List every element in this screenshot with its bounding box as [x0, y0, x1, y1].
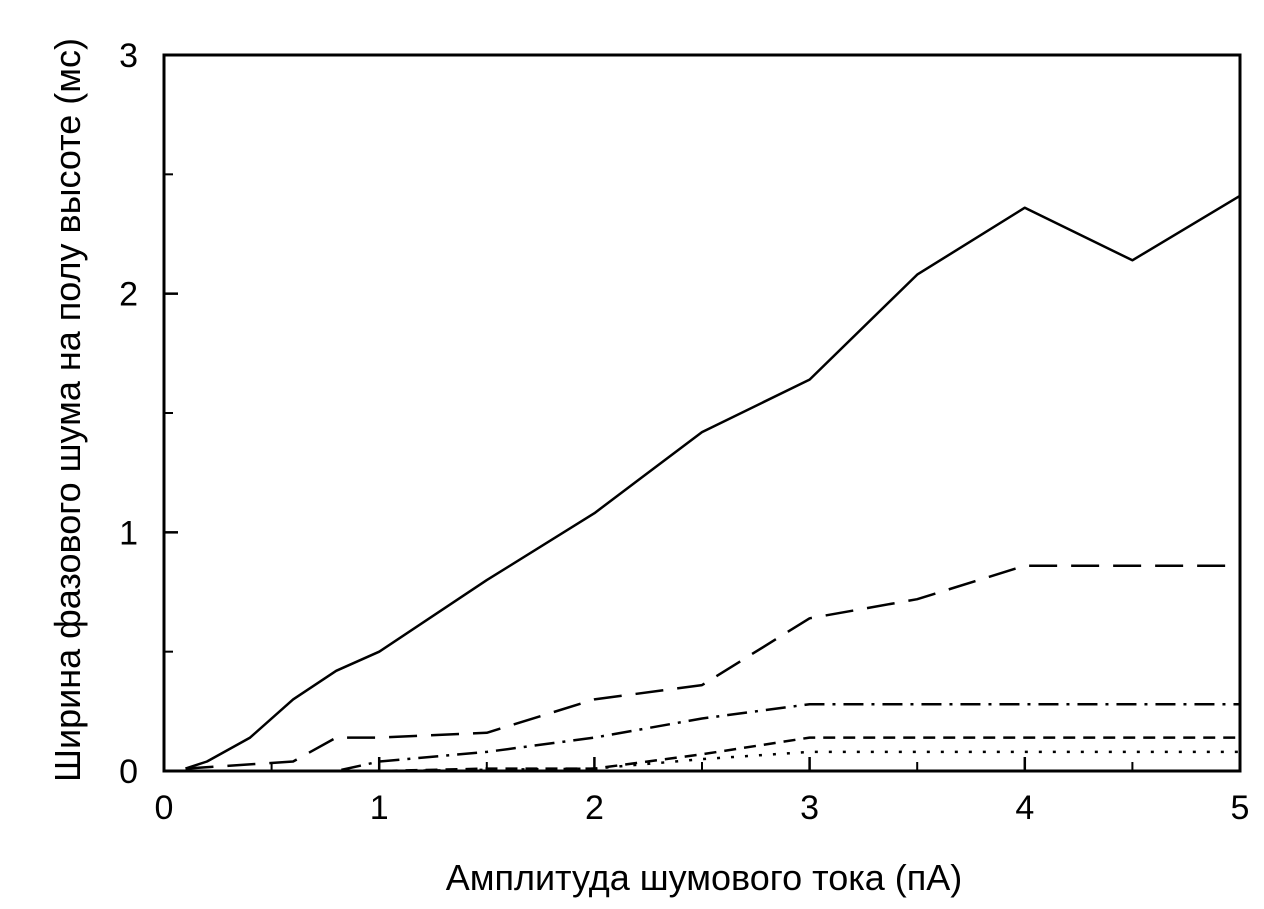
y-tick-label: 2 [119, 276, 138, 314]
tick-labels-layer: 0 1 2 3 4 5 0 1 2 3 [119, 37, 1249, 827]
x-tick-label: 0 [155, 789, 174, 827]
y-tick-label: 1 [119, 514, 138, 552]
x-tick-label: 4 [1015, 789, 1034, 827]
y-tick-label: 0 [119, 753, 138, 791]
plot-area-frame [162, 53, 1242, 773]
series-line-1-solid [185, 194, 1241, 770]
x-tick-label: 5 [1231, 789, 1250, 827]
series-line-2-long-dash [185, 564, 1240, 770]
y-tick-label: 3 [119, 37, 138, 75]
x-axis-title: Амплитуда шумового тока (пА) [446, 857, 963, 898]
x-tick-label: 3 [800, 789, 819, 827]
series-line-3-dash-dot [185, 702, 1240, 773]
x-tick-label: 2 [585, 789, 604, 827]
series-line-5-dotted [185, 750, 1240, 773]
y-axis-title: Ширина фазового шума на полу высоте (мс) [47, 38, 88, 782]
x-tick-label: 1 [370, 789, 389, 827]
